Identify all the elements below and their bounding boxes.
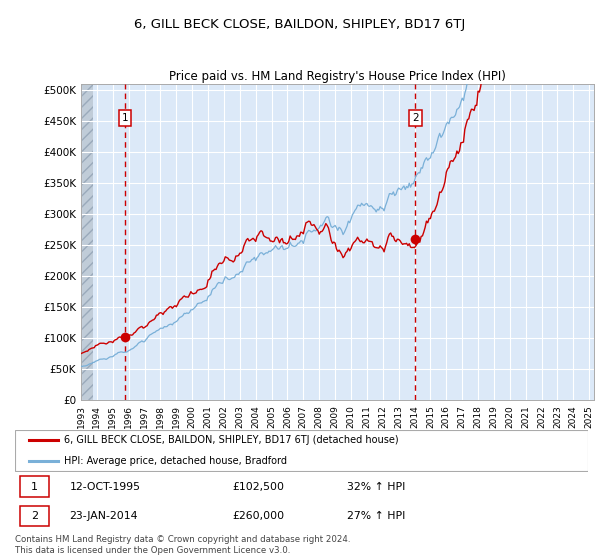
Text: 6, GILL BECK CLOSE, BAILDON, SHIPLEY, BD17 6TJ (detached house): 6, GILL BECK CLOSE, BAILDON, SHIPLEY, BD… [64,436,398,445]
Text: 1: 1 [31,482,38,492]
Text: 12-OCT-1995: 12-OCT-1995 [70,482,140,492]
Text: £102,500: £102,500 [233,482,285,492]
Text: 1: 1 [122,113,128,123]
Text: 23-JAN-2014: 23-JAN-2014 [70,511,138,521]
Text: 32% ↑ HPI: 32% ↑ HPI [347,482,406,492]
Text: 6, GILL BECK CLOSE, BAILDON, SHIPLEY, BD17 6TJ: 6, GILL BECK CLOSE, BAILDON, SHIPLEY, BD… [134,18,466,31]
Text: 2: 2 [31,511,38,521]
Text: 27% ↑ HPI: 27% ↑ HPI [347,511,406,521]
Text: £260,000: £260,000 [233,511,285,521]
Title: Price paid vs. HM Land Registry's House Price Index (HPI): Price paid vs. HM Land Registry's House … [169,70,506,83]
Bar [20,506,49,526]
Text: 2: 2 [412,113,419,123]
Bar [81,84,93,400]
Text: Contains HM Land Registry data © Crown copyright and database right 2024.
This d: Contains HM Land Registry data © Crown c… [15,535,350,555]
Text: HPI: Average price, detached house, Bradford: HPI: Average price, detached house, Brad… [64,456,287,465]
Bar [20,476,49,497]
